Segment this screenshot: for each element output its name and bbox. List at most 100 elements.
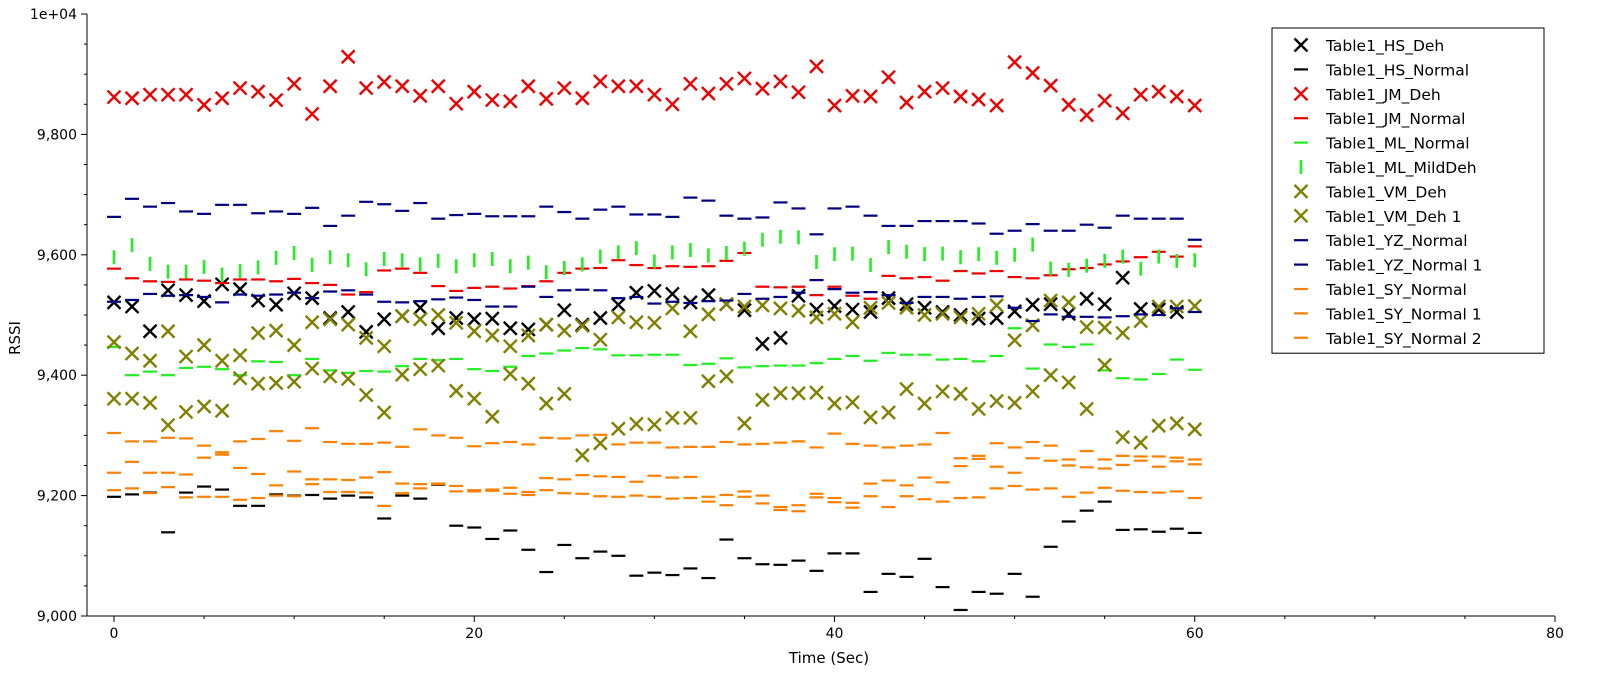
- data-point: [701, 86, 716, 101]
- legend-marker: [1293, 208, 1309, 224]
- data-point: [448, 96, 464, 112]
- data-point: [412, 88, 428, 104]
- data-point: [538, 317, 554, 332]
- x-tick-label: 60: [1186, 626, 1204, 642]
- data-point: [1169, 299, 1185, 314]
- data-point: [593, 435, 608, 451]
- data-point: [160, 323, 176, 339]
- y-tick-label: 1e+04: [30, 7, 77, 23]
- data-point: [394, 308, 410, 324]
- data-point: [1043, 367, 1059, 383]
- data-point: [556, 302, 572, 318]
- data-point: [737, 71, 752, 86]
- data-point: [773, 385, 788, 401]
- data-point: [971, 306, 986, 322]
- data-point: [394, 367, 410, 382]
- data-point: [989, 393, 1004, 409]
- data-point: [520, 328, 536, 343]
- data-point: [863, 89, 878, 104]
- data-point: [1169, 416, 1185, 431]
- data-point: [809, 59, 824, 74]
- data-point: [106, 89, 122, 105]
- data-point: [1187, 298, 1203, 314]
- data-point: [1115, 429, 1131, 445]
- data-point: [647, 315, 662, 331]
- data-point: [737, 299, 752, 314]
- data-point: [358, 324, 374, 340]
- data-point: [340, 371, 356, 387]
- y-tick-label: 9,000: [37, 609, 77, 625]
- data-point: [611, 421, 626, 437]
- data-point: [106, 334, 122, 350]
- data-point: [683, 323, 698, 339]
- data-point: [250, 376, 266, 391]
- data-point: [773, 74, 788, 89]
- data-point: [773, 330, 788, 346]
- data-point: [701, 287, 716, 303]
- data-point: [629, 314, 644, 330]
- series-table1-sy-normal: [107, 427, 1202, 461]
- y-axis-label: RSSI: [6, 321, 24, 355]
- data-point: [881, 290, 896, 306]
- data-point: [520, 376, 536, 391]
- data-point: [683, 76, 698, 92]
- data-point: [827, 396, 842, 411]
- data-point: [1151, 418, 1167, 434]
- data-point: [1151, 299, 1167, 314]
- data-point: [484, 328, 500, 343]
- data-point: [989, 298, 1004, 313]
- data-point: [719, 369, 734, 384]
- series-table1-vm-deh-1: [106, 357, 1203, 463]
- data-point: [448, 310, 464, 326]
- data-point: [1061, 97, 1077, 113]
- data-point: [556, 386, 572, 402]
- data-point: [520, 322, 536, 337]
- data-point: [1043, 296, 1059, 312]
- data-point: [845, 88, 860, 104]
- data-point: [881, 69, 896, 85]
- data-point: [629, 416, 644, 432]
- y-tick-label: 9,800: [37, 127, 77, 143]
- data-point: [809, 385, 824, 401]
- data-point: [232, 80, 248, 96]
- data-point: [863, 304, 878, 320]
- data-point: [286, 76, 302, 92]
- data-point: [430, 358, 446, 373]
- data-point: [953, 89, 968, 104]
- data-point: [124, 346, 140, 361]
- data-point: [755, 392, 770, 408]
- data-point: [791, 303, 806, 319]
- data-point: [268, 375, 284, 391]
- data-point: [971, 311, 986, 326]
- data-point: [971, 92, 986, 107]
- legend-label: Table1_HS_Deh: [1325, 37, 1444, 56]
- data-point: [665, 410, 680, 426]
- data-point: [466, 311, 482, 327]
- data-point: [1025, 65, 1040, 81]
- series-table1-vm-deh: [106, 293, 1203, 369]
- data-point: [773, 301, 788, 316]
- data-point: [935, 384, 950, 399]
- data-point: [881, 295, 896, 311]
- data-point: [124, 391, 140, 407]
- data-point: [466, 391, 482, 407]
- data-point: [1079, 319, 1095, 335]
- data-point: [142, 87, 158, 103]
- data-point: [124, 90, 140, 106]
- data-point: [683, 410, 698, 426]
- legend-entry: Table1_ML_MildDeh: [1299, 159, 1477, 178]
- y-tick-label: 9,400: [37, 368, 77, 384]
- data-point: [484, 92, 500, 108]
- data-point: [286, 374, 302, 390]
- data-point: [701, 373, 716, 389]
- data-point: [538, 396, 554, 411]
- series-table1-jm-normal: [107, 245, 1202, 300]
- data-point: [1043, 293, 1059, 308]
- legend-label: Table1_VM_Deh 1: [1325, 208, 1462, 227]
- data-point: [755, 81, 770, 96]
- data-point: [1025, 384, 1040, 399]
- data-point: [737, 416, 752, 431]
- legend-label: Table1_JM_Deh: [1325, 86, 1441, 105]
- x-axis-label: Time (Sec): [788, 649, 869, 667]
- legend-entry: Table1_SY_Normal 2: [1294, 330, 1482, 349]
